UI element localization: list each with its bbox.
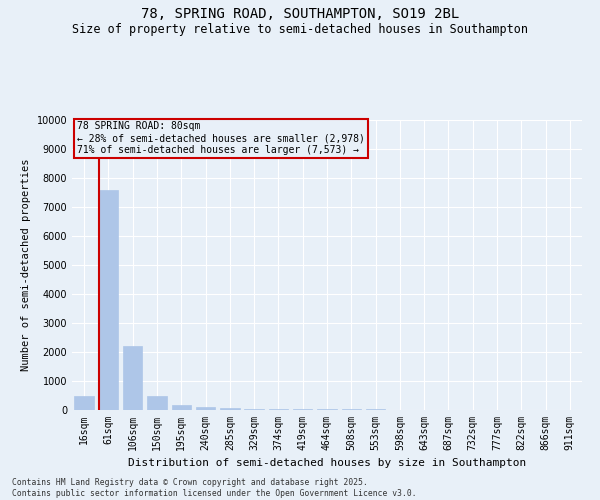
- Bar: [172, 405, 191, 410]
- Text: Size of property relative to semi-detached houses in Southampton: Size of property relative to semi-detach…: [72, 22, 528, 36]
- Bar: [99, 190, 118, 410]
- Bar: [196, 408, 215, 410]
- Y-axis label: Number of semi-detached properties: Number of semi-detached properties: [21, 159, 31, 371]
- Bar: [244, 408, 264, 410]
- Bar: [269, 409, 288, 410]
- Text: Contains HM Land Registry data © Crown copyright and database right 2025.
Contai: Contains HM Land Registry data © Crown c…: [12, 478, 416, 498]
- Bar: [220, 408, 239, 410]
- Text: 78 SPRING ROAD: 80sqm
← 28% of semi-detached houses are smaller (2,978)
71% of s: 78 SPRING ROAD: 80sqm ← 28% of semi-deta…: [77, 122, 365, 154]
- Bar: [317, 409, 337, 410]
- Bar: [147, 396, 167, 410]
- Text: 78, SPRING ROAD, SOUTHAMPTON, SO19 2BL: 78, SPRING ROAD, SOUTHAMPTON, SO19 2BL: [141, 8, 459, 22]
- X-axis label: Distribution of semi-detached houses by size in Southampton: Distribution of semi-detached houses by …: [128, 458, 526, 468]
- Bar: [293, 409, 313, 410]
- Bar: [123, 346, 142, 410]
- Bar: [74, 396, 94, 410]
